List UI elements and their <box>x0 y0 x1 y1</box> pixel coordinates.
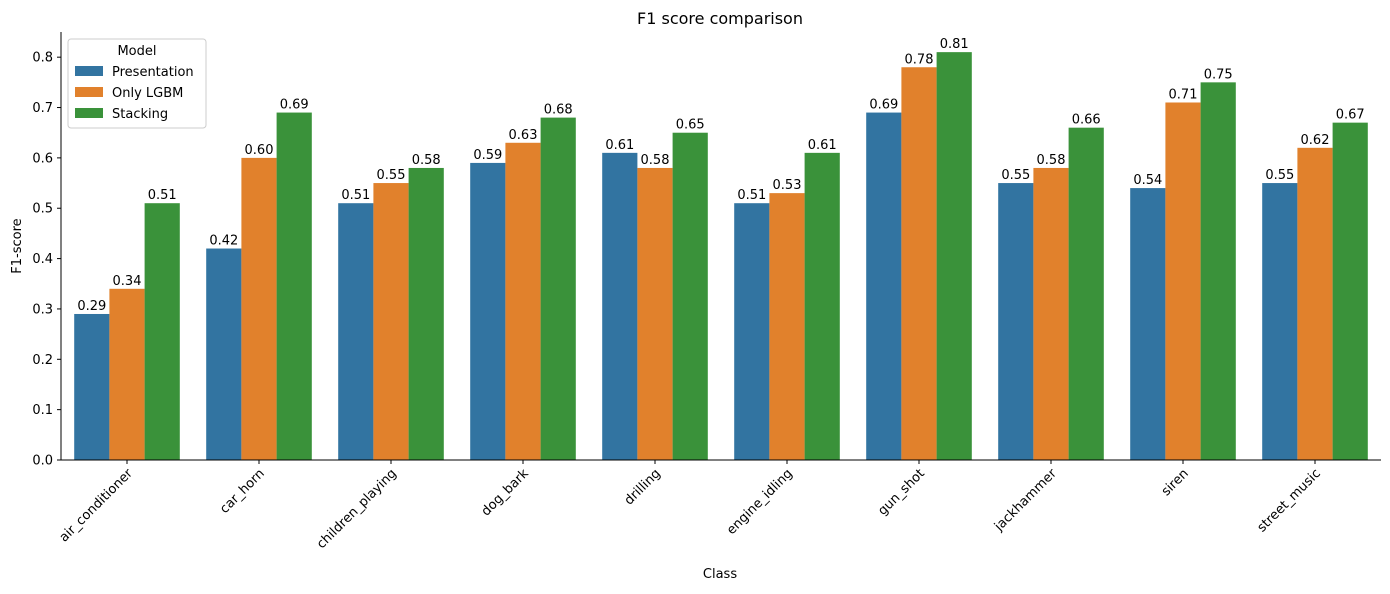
bar-value-label: 0.54 <box>1133 173 1162 188</box>
bar <box>1262 183 1298 460</box>
x-tick-label: siren <box>1159 466 1192 499</box>
bar <box>241 157 277 460</box>
bar-value-label: 0.58 <box>1037 153 1066 168</box>
legend: Model Presentation Only LGBM Stacking <box>67 38 207 129</box>
data-labels-layer: 0.29 0.42 0.51 0.59 0.61 0.51 0.69 0.55 0.54 0.55… <box>77 37 1364 314</box>
bar-value-label: 0.55 <box>1001 168 1030 183</box>
y-tick-label: 0.8 <box>32 51 53 66</box>
x-tick-label: engine_idling <box>724 466 796 538</box>
y-tick-label: 0.7 <box>32 101 53 116</box>
bar-value-label: 0.62 <box>1301 133 1330 148</box>
bar-value-label: 0.78 <box>905 52 934 67</box>
y-tick-label: 0.3 <box>32 302 53 317</box>
y-tick-label: 0.4 <box>32 252 53 267</box>
bar-value-label: 0.65 <box>676 118 705 133</box>
bar <box>1033 167 1069 460</box>
bar-value-label: 0.51 <box>341 188 370 203</box>
bar-value-label: 0.67 <box>1336 108 1365 123</box>
bar <box>470 162 506 461</box>
bar-value-label: 0.81 <box>940 37 969 52</box>
bar-value-label: 0.61 <box>808 138 837 153</box>
bar <box>540 117 576 460</box>
x-axis-label: Class <box>703 567 737 582</box>
bar-value-label: 0.55 <box>377 168 406 183</box>
bar-value-label: 0.68 <box>544 103 573 118</box>
bar-value-label: 0.66 <box>1072 113 1101 128</box>
bar <box>373 183 409 460</box>
bar <box>866 112 902 460</box>
bar-value-label: 0.61 <box>605 138 634 153</box>
bar <box>936 52 972 460</box>
bar <box>901 67 937 460</box>
legend-swatch <box>75 66 103 76</box>
bar <box>144 203 180 460</box>
bar-value-label: 0.51 <box>148 188 177 203</box>
bar <box>637 167 673 460</box>
bar <box>408 167 444 460</box>
bar-value-label: 0.29 <box>77 299 106 314</box>
bar-value-label: 0.69 <box>869 98 898 113</box>
y-tick-label: 0.6 <box>32 151 53 166</box>
bar-value-label: 0.59 <box>473 148 502 163</box>
x-tick-label: jackhammer <box>991 466 1060 535</box>
bar <box>1297 147 1333 460</box>
x-tick-label: gun_shot <box>875 466 928 519</box>
bar <box>206 248 242 460</box>
bars-layer <box>74 52 1368 461</box>
bar <box>1068 127 1104 461</box>
x-tick-label: dog_bark <box>479 466 532 519</box>
bar-value-label: 0.60 <box>245 143 274 158</box>
bar <box>998 183 1034 460</box>
y-tick-label: 0.0 <box>32 454 53 469</box>
bar-value-label: 0.34 <box>113 274 142 289</box>
bar-value-label: 0.71 <box>1169 87 1198 102</box>
bar <box>769 193 805 460</box>
bar <box>1200 82 1236 460</box>
bar-value-label: 0.42 <box>209 234 238 249</box>
bar <box>672 132 708 460</box>
bar <box>276 112 312 460</box>
bar <box>109 288 145 460</box>
legend-swatch <box>75 87 103 97</box>
x-tick-label: drilling <box>622 466 664 508</box>
bar <box>338 203 374 460</box>
y-axis-label: F1-score <box>10 218 25 273</box>
bar <box>1130 188 1166 460</box>
bar <box>734 203 770 460</box>
bar-value-label: 0.58 <box>641 153 670 168</box>
legend-entry-label: Stacking <box>112 107 168 122</box>
legend-swatch <box>75 108 103 118</box>
bar-value-label: 0.69 <box>280 98 309 113</box>
bar-value-label: 0.58 <box>412 153 441 168</box>
legend-box <box>67 38 207 129</box>
legend-entry-label: Presentation <box>112 65 194 80</box>
bar-value-label: 0.53 <box>773 178 802 193</box>
bar <box>804 152 840 460</box>
bar <box>602 152 638 460</box>
x-tick-label: children_playing <box>314 466 400 552</box>
legend-entry-label: Only LGBM <box>112 86 183 101</box>
bar <box>505 142 541 460</box>
bar <box>1165 102 1201 461</box>
bar-value-label: 0.63 <box>509 128 538 143</box>
bar <box>74 313 110 460</box>
legend-title: Model <box>117 44 156 59</box>
x-tick-label: street_music <box>1255 466 1324 535</box>
y-tick-label: 0.5 <box>32 202 53 217</box>
chart-title: F1 score comparison <box>637 9 803 28</box>
x-tick-label: car_horn <box>217 466 268 517</box>
bar <box>1332 122 1368 460</box>
bar-value-label: 0.51 <box>737 188 766 203</box>
y-tick-label: 0.1 <box>32 403 53 418</box>
y-tick-label: 0.2 <box>32 353 53 368</box>
bar-value-label: 0.75 <box>1204 67 1233 82</box>
x-tick-label: air_conditioner <box>57 466 137 546</box>
bar-value-label: 0.55 <box>1265 168 1294 183</box>
